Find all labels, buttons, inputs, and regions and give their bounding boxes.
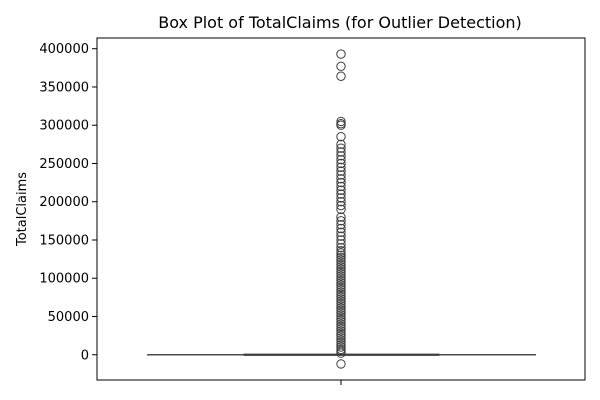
outlier-point [336, 170, 346, 180]
outlier-point [336, 248, 346, 258]
outlier-point [336, 227, 346, 238]
outlier-point [336, 312, 346, 322]
outlier-point [336, 223, 346, 234]
chart-title: Box Plot of TotalClaims (for Outlier Det… [158, 13, 522, 32]
outlier-point [336, 189, 346, 199]
outlier-point [336, 131, 346, 142]
y-tick-label: 200000 [39, 195, 89, 210]
y-tick-label: 400000 [39, 42, 89, 57]
outlier-point [336, 262, 346, 272]
outlier-point [336, 204, 346, 215]
outlier-point [336, 282, 346, 293]
outlier-point [336, 116, 346, 127]
outlier-point [336, 321, 346, 332]
outlier-point [336, 317, 346, 327]
y-tick-label: 100000 [39, 272, 89, 287]
outlier-point [336, 278, 346, 288]
outlier-point [336, 151, 346, 161]
outlier-point [336, 181, 346, 192]
outlier-point [336, 193, 346, 203]
outlier-point [336, 197, 346, 207]
outlier-point [336, 219, 346, 230]
y-tick-label: 350000 [39, 80, 89, 95]
outlier-point [336, 264, 346, 274]
outlier-point [336, 298, 346, 309]
outlier-points [336, 49, 346, 369]
outlier-point [336, 291, 346, 302]
outlier-point [336, 266, 346, 277]
outlier-point [336, 296, 346, 306]
outlier-point [336, 242, 346, 253]
outlier-point [336, 314, 346, 325]
outlier-point [336, 235, 346, 245]
outlier-point [336, 212, 346, 222]
outlier-point [336, 275, 346, 286]
outlier-point [336, 307, 346, 318]
outlier-point [336, 71, 346, 81]
outlier-point [336, 268, 346, 279]
outlier-point [336, 185, 346, 195]
y-tick-label: 0 [81, 348, 89, 363]
outlier-point [336, 239, 346, 249]
outlier-point [336, 139, 346, 150]
outlier-point [336, 335, 346, 345]
outlier-point [336, 154, 346, 165]
outlier-point [336, 259, 346, 270]
outlier-point [336, 143, 346, 153]
outlier-point [336, 342, 346, 352]
outlier-point [336, 340, 346, 350]
outlier-point [336, 273, 346, 283]
outlier-point [336, 326, 346, 336]
outlier-point [336, 337, 346, 348]
outlier-point [336, 49, 346, 59]
outlier-point [336, 301, 346, 311]
y-tick-label: 300000 [39, 119, 89, 134]
outlier-point [336, 328, 346, 339]
outlier-point [336, 310, 346, 320]
outlier-point [336, 177, 346, 188]
y-axis-label: TotalClaims [15, 172, 30, 247]
outlier-point [336, 166, 346, 176]
outlier-point [336, 305, 346, 316]
outlier-point [336, 216, 346, 226]
y-axis-ticks: 0 50000 100000 150000 200000 250000 300000 3500… [39, 42, 97, 363]
outlier-point [336, 344, 346, 355]
outlier-point [336, 158, 346, 169]
outlier-point [336, 118, 346, 129]
outlier-point [336, 162, 346, 173]
outlier-point [336, 333, 346, 343]
outlier-point [336, 174, 346, 184]
outlier-point [336, 252, 346, 263]
y-tick-label: 250000 [39, 157, 89, 172]
outlier-point [336, 231, 346, 241]
outlier-point [336, 294, 346, 304]
outlier-point [336, 280, 346, 290]
outlier-point [336, 61, 346, 72]
y-tick-label: 50000 [48, 310, 89, 325]
outlier-point [336, 324, 346, 334]
outlier-point [336, 250, 346, 260]
outlier-point [336, 303, 346, 313]
outlier-point [336, 359, 346, 369]
outlier-point [336, 330, 346, 341]
outlier-point [336, 289, 346, 300]
outlier-point [336, 257, 346, 267]
outlier-point [336, 255, 346, 265]
outlier-point [336, 147, 346, 157]
outlier-point [336, 245, 346, 256]
outlier-point [336, 285, 346, 295]
outlier-point [336, 200, 346, 211]
outlier-point [336, 271, 346, 281]
outlier-point [336, 287, 346, 297]
y-tick-label: 150000 [39, 233, 89, 248]
outlier-point [336, 319, 346, 329]
